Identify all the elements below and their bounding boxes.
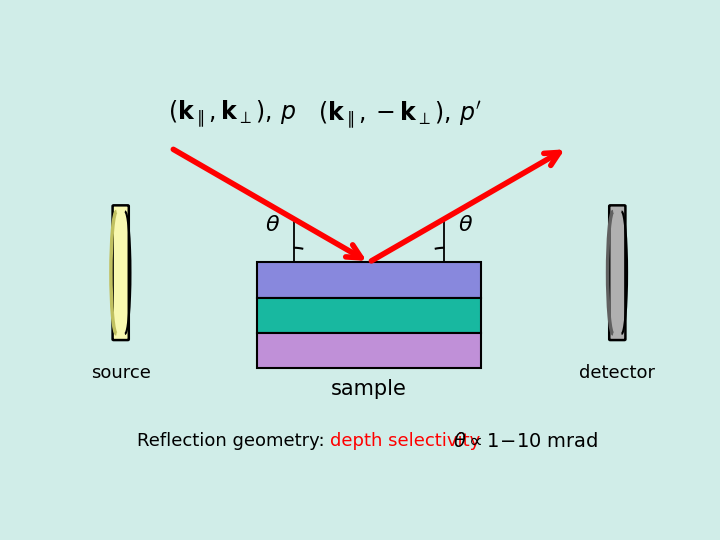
Text: detector: detector bbox=[580, 364, 655, 382]
Text: Reflection geometry:: Reflection geometry: bbox=[138, 432, 330, 450]
Bar bbox=[258, 298, 481, 333]
Text: sample: sample bbox=[331, 379, 407, 399]
FancyBboxPatch shape bbox=[112, 205, 129, 340]
Text: $\theta \propto 1\!-\!10\;\mathrm{mrad}$: $\theta \propto 1\!-\!10\;\mathrm{mrad}$ bbox=[453, 431, 598, 450]
Text: $\theta$: $\theta$ bbox=[265, 215, 280, 235]
Bar bbox=[258, 262, 481, 298]
Text: $(\mathbf{k}_{\parallel},\mathbf{k}_{\perp}),\,p$: $(\mathbf{k}_{\parallel},\mathbf{k}_{\pe… bbox=[168, 99, 297, 130]
Text: $\theta$: $\theta$ bbox=[458, 215, 473, 235]
Text: source: source bbox=[91, 364, 150, 382]
Text: $(\mathbf{k}_{\parallel},-\mathbf{k}_{\perp}),\,p'$: $(\mathbf{k}_{\parallel},-\mathbf{k}_{\p… bbox=[318, 99, 482, 131]
Bar bbox=[258, 333, 481, 368]
Text: depth selectivity: depth selectivity bbox=[330, 432, 480, 450]
FancyBboxPatch shape bbox=[609, 205, 626, 340]
